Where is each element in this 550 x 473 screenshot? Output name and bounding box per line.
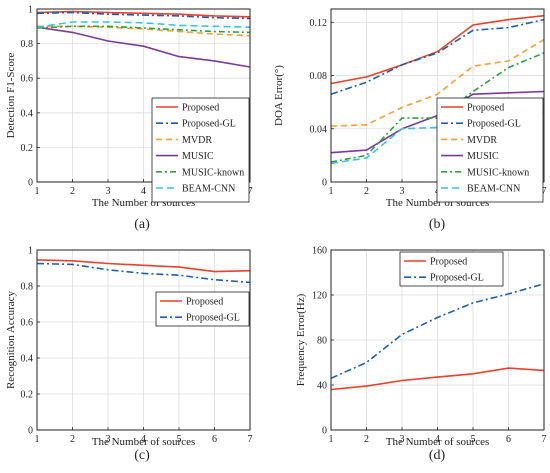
x-tick-label: 1: [35, 186, 40, 197]
legend: Proposed Proposed-GL: [399, 251, 504, 287]
x-tick-label: 2: [70, 434, 75, 445]
legend-label-beam-cnn: BEAM-CNN: [182, 184, 235, 195]
legend-box: [151, 97, 250, 203]
x-tick-label: 1: [329, 186, 334, 197]
y-axis-label: DOA Error(°): [273, 65, 285, 126]
series-line-proposed: [36, 259, 251, 273]
series-line-proposed: [330, 14, 545, 85]
y-tick-label: 40: [317, 381, 327, 392]
legend-label-mvdr: MVDR: [467, 135, 497, 146]
legend-label-beam-cnn: BEAM-CNN: [467, 184, 520, 195]
x-tick-label: 4: [141, 186, 146, 197]
y-tick-label: 0.4: [21, 108, 34, 119]
series-line-beam-cnn: [36, 21, 251, 28]
panel-label: (a): [134, 217, 150, 232]
legend-box: [155, 291, 250, 327]
series-line-mvdr: [330, 38, 545, 127]
y-axis-label: Frequency Error(Hz): [295, 293, 307, 386]
x-tick-label: 7: [248, 186, 253, 197]
y-tick-label: 0.12: [310, 18, 328, 29]
legend-label-proposed: Proposed: [182, 103, 219, 114]
series-line-music-known: [330, 52, 545, 163]
y-tick-label: 0.8: [21, 39, 34, 50]
x-tick-label: 3: [400, 434, 405, 445]
series-line-proposed-gl: [36, 262, 251, 284]
legend-box: [399, 251, 504, 287]
y-tick-label: 0: [322, 426, 327, 437]
series-line-proposed-gl: [36, 11, 251, 20]
legend-box: [436, 97, 544, 203]
x-tick-label: 3: [400, 186, 405, 197]
y-tick-label: 0.6: [21, 318, 34, 329]
x-tick-label: 2: [364, 434, 369, 445]
y-tick-label: 160: [312, 246, 327, 257]
x-axis-label: The Number of sources: [386, 436, 490, 448]
legend: Proposed Proposed-GL: [155, 291, 250, 327]
y-tick-label: 0.4: [21, 354, 34, 365]
legend-label-proposed-gl: Proposed-GL: [467, 119, 521, 130]
y-tick-label: 0.2: [21, 390, 34, 401]
y-tick-label: 1: [28, 246, 33, 257]
y-tick-label: 0: [28, 426, 33, 437]
panel-label: (c): [134, 448, 150, 463]
legend-label-proposed: Proposed: [430, 257, 467, 268]
legend-label-mvdr: MVDR: [182, 135, 212, 146]
y-tick-label: 0.2: [21, 143, 34, 154]
legend-label-proposed-gl: Proposed-GL: [186, 313, 240, 324]
panel-label: (d): [429, 448, 446, 463]
legend-label-proposed: Proposed: [467, 103, 504, 114]
y-axis-label: Recognition Accuracy: [5, 290, 17, 389]
x-tick-label: 3: [106, 434, 111, 445]
x-tick-label: 6: [212, 434, 217, 445]
y-tick-label: 0.8: [21, 282, 34, 293]
legend-label-proposed-gl: Proposed-GL: [182, 119, 236, 130]
y-tick-label: 0.6: [21, 74, 34, 85]
legend-label-music-known: MUSIC-known: [182, 167, 244, 178]
y-axis-label: Detection F1-Score: [5, 52, 17, 138]
legend-label-proposed: Proposed: [186, 297, 223, 308]
panel-d: 1 2 3 4 5 6 7 0 40 80 120 160 The Number of sources F…: [295, 246, 547, 464]
y-tick-label: 120: [312, 291, 327, 302]
x-tick-label: 7: [542, 434, 547, 445]
y-tick-label: 0: [322, 178, 327, 189]
x-tick-label: 6: [506, 434, 511, 445]
x-tick-label: 1: [329, 434, 334, 445]
legend-label-proposed-gl: Proposed-GL: [430, 273, 484, 284]
x-tick-label: 4: [435, 434, 440, 445]
x-axis-label: The Number of sources: [92, 436, 196, 448]
y-tick-label: 0: [28, 178, 33, 189]
legend-label-music-known: MUSIC-known: [467, 167, 529, 178]
series-line-proposed: [330, 367, 545, 391]
series-line-mvdr: [37, 25, 251, 37]
legend: Proposed Proposed-GL MVDR MUSIC MUSIC-known B…: [436, 97, 544, 203]
y-tick-label: 1: [28, 5, 33, 16]
y-tick-label: 0.04: [310, 124, 328, 135]
panel-c: 1 2 3 4 5 6 7 0 0.2 0.4 0.6 0.8 1 The Number of sourc…: [5, 246, 253, 464]
x-tick-label: 7: [542, 186, 547, 197]
x-tick-label: 5: [471, 434, 476, 445]
panel-label: (b): [429, 217, 446, 232]
x-tick-label: 2: [364, 186, 369, 197]
series-line-music-known: [36, 25, 251, 34]
x-tick-label: 1: [35, 434, 40, 445]
series-line-music: [36, 26, 251, 68]
y-tick-label: 80: [317, 336, 327, 347]
series-line-proposed: [36, 10, 251, 18]
x-tick-label: 3: [106, 186, 111, 197]
y-tick-label: 0.08: [310, 71, 328, 82]
series-line-proposed-gl: [330, 283, 545, 380]
legend-label-music: MUSIC: [182, 151, 214, 162]
legend-label-music: MUSIC: [467, 151, 499, 162]
x-tick-label: 7: [248, 434, 253, 445]
x-tick-label: 2: [70, 186, 75, 197]
x-tick-label: 4: [141, 434, 146, 445]
legend: Proposed Proposed-GL MVDR MUSIC MUSIC-known B…: [151, 97, 250, 203]
x-tick-label: 5: [177, 434, 182, 445]
